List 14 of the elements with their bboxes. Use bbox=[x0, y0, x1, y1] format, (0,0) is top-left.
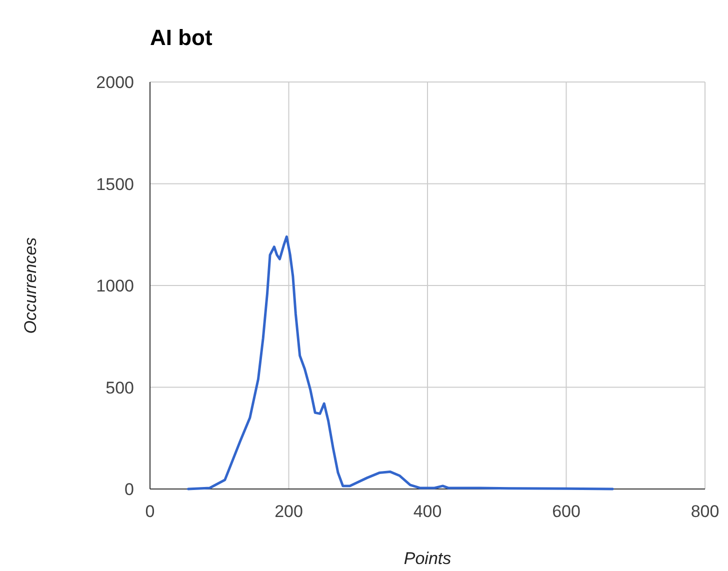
y-tick-label: 500 bbox=[106, 378, 134, 398]
x-tick-label: 200 bbox=[274, 502, 303, 521]
x-tick-label: 0 bbox=[145, 502, 155, 521]
y-tick-label: 0 bbox=[124, 480, 134, 499]
y-tick-label: 1000 bbox=[96, 276, 134, 296]
y-axis-title: Occurrences bbox=[21, 236, 40, 334]
x-axis-title: Points bbox=[404, 549, 452, 568]
x-tick-label: 800 bbox=[690, 502, 720, 521]
line-series bbox=[186, 235, 614, 490]
x-tick-label: 400 bbox=[413, 502, 442, 521]
x-tick-label: 600 bbox=[552, 502, 580, 521]
chart-title: AI bot bbox=[150, 25, 213, 50]
y-tick-label: 2000 bbox=[96, 73, 134, 92]
y-tick-label: 1500 bbox=[96, 174, 134, 194]
